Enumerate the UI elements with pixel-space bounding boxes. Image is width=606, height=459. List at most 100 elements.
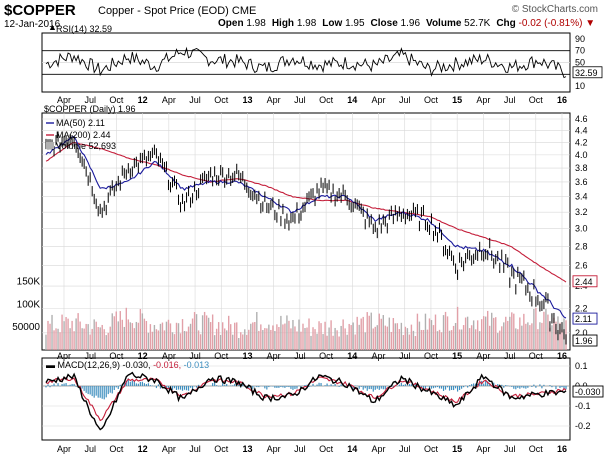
rsi-tick-label: 90: [575, 34, 585, 44]
macd-x-label: Apr: [372, 444, 386, 454]
macd-x-label: 16: [557, 444, 567, 454]
macd-x-label: Apr: [476, 444, 490, 454]
rsi-marker-icon: ▲: [48, 22, 57, 32]
macd-x-label: Jul: [189, 444, 201, 454]
macd-current-box: [572, 385, 604, 398]
rsi-x-label: Jul: [504, 95, 516, 105]
macd-x-label: 14: [347, 444, 357, 454]
price-x-label: Oct: [109, 351, 124, 361]
quote-key: Volume: [426, 18, 465, 29]
price-tick-label: 4.6: [575, 114, 588, 124]
ma200-legend-label: MA(200) 2.44: [56, 130, 111, 140]
rsi-x-label: 12: [138, 95, 148, 105]
rsi-x-label: 13: [242, 95, 252, 105]
rsi-x-label: Jul: [399, 95, 411, 105]
price-tick-label: 2.0: [575, 328, 588, 338]
macd-signal-line: [45, 376, 567, 422]
rsi-x-label: Jul: [189, 95, 201, 105]
rsi-x-label: 14: [347, 95, 357, 105]
brand-credit[interactable]: © StockCharts.com: [511, 4, 598, 15]
price-tick-label: 3.6: [575, 177, 588, 187]
macd-x-label: Apr: [162, 444, 176, 454]
macd-x-label: Jul: [294, 444, 306, 454]
price-x-label: Oct: [319, 351, 334, 361]
price-x-label: Jul: [504, 351, 516, 361]
rsi-tick-label: 70: [575, 46, 585, 56]
price-tick-label: 3.2: [575, 207, 588, 217]
rsi-x-label: Jul: [84, 95, 96, 105]
ma50-legend-label: MA(50) 2.11: [56, 118, 105, 128]
ma200-current-box: [572, 275, 598, 288]
rsi-current-value: 32.59: [575, 68, 598, 78]
quote-key: Low: [322, 18, 346, 29]
macd-x-label: Oct: [109, 444, 124, 454]
rsi-x-label: Oct: [214, 95, 229, 105]
macd-name: ▬ MACD(12,26,9): [46, 360, 123, 370]
price-x-label: Jul: [84, 351, 96, 361]
price-x-label: Apr: [476, 351, 490, 361]
price-x-label: Jul: [399, 351, 411, 361]
price-tick-label: 2.2: [575, 303, 588, 313]
rsi-x-label: Apr: [476, 95, 490, 105]
price-x-label: Oct: [529, 351, 544, 361]
price-x-label: Jul: [189, 351, 201, 361]
macd-x-label: Jul: [399, 444, 411, 454]
macd-panel-frame: [41, 357, 571, 441]
rsi-tick-label: 50: [575, 58, 585, 68]
rsi-x-label: Apr: [162, 95, 176, 105]
price-current-value: 1.96: [575, 336, 593, 346]
rsi-label: RSI(14) 32.59: [56, 24, 112, 34]
macd-x-label: Apr: [267, 444, 281, 454]
price-tick-label: 3.0: [575, 224, 588, 234]
rsi-x-label: Oct: [109, 95, 124, 105]
quote-key: Close: [370, 18, 401, 29]
volume-legend-swatch: [46, 142, 54, 149]
exchange-text: CME: [231, 5, 257, 17]
ma50-current-box: [572, 312, 598, 325]
rsi-x-label: Apr: [57, 95, 71, 105]
volume-tick-label: 50000: [12, 322, 40, 333]
chart-date: 12-Jan-2016: [4, 19, 61, 30]
macd-x-label: 15: [452, 444, 462, 454]
price-x-label: 16: [557, 351, 567, 361]
price-tick-label: 2.8: [575, 241, 588, 251]
quote-value: 52.7K: [464, 18, 491, 29]
price-x-label: 13: [242, 351, 252, 361]
macd-x-label: Apr: [57, 444, 71, 454]
price-tick-label: 4.2: [575, 137, 588, 147]
price-tick-label: 4.4: [575, 125, 588, 135]
quote-summary: Open 1.98 High 1.98 Low 1.95 Close 1.96 Volu…: [218, 18, 601, 29]
quote-value: -0.02 (-0.81%) ▼: [518, 18, 596, 29]
quote-value: 1.98: [296, 18, 317, 29]
quote-key: Open: [218, 18, 247, 29]
quote-key: High: [271, 18, 297, 29]
macd-tick-label: -0.2: [575, 421, 591, 431]
macd-x-label: Oct: [424, 444, 439, 454]
price-x-label: 15: [452, 351, 462, 361]
volume-legend-label: Volume 52,693: [56, 141, 116, 151]
price-tick-label: 3.8: [575, 163, 588, 173]
price-x-label: Apr: [162, 351, 176, 361]
macd-signal-value: -0.016,: [153, 360, 184, 370]
chart-description: Copper - Spot Price (EOD) CME: [98, 5, 256, 17]
macd-value: -0.030,: [123, 360, 154, 370]
rsi-x-label: Oct: [319, 95, 334, 105]
quote-value: 1.98: [246, 18, 266, 29]
quote-value: 1.95: [345, 18, 365, 29]
rsi-x-label: 15: [452, 95, 462, 105]
quote-key: Chg: [496, 18, 519, 29]
rsi-tick-label: 10: [575, 81, 585, 91]
macd-label: ▬ MACD(12,26,9) -0.030, -0.016, -0.013: [46, 360, 209, 370]
macd-x-label: Jul: [504, 444, 516, 454]
price-x-label: Oct: [424, 351, 439, 361]
price-current-box: [572, 334, 598, 347]
ma200-line: [45, 142, 567, 283]
rsi-current-box: [572, 66, 603, 79]
quote-value: 1.96: [400, 18, 421, 29]
macd-x-label: Oct: [529, 444, 544, 454]
macd-line: [45, 371, 567, 431]
price-x-label: Apr: [57, 351, 71, 361]
price-tick-label: 3.4: [575, 192, 588, 202]
rsi-line: [45, 46, 567, 79]
